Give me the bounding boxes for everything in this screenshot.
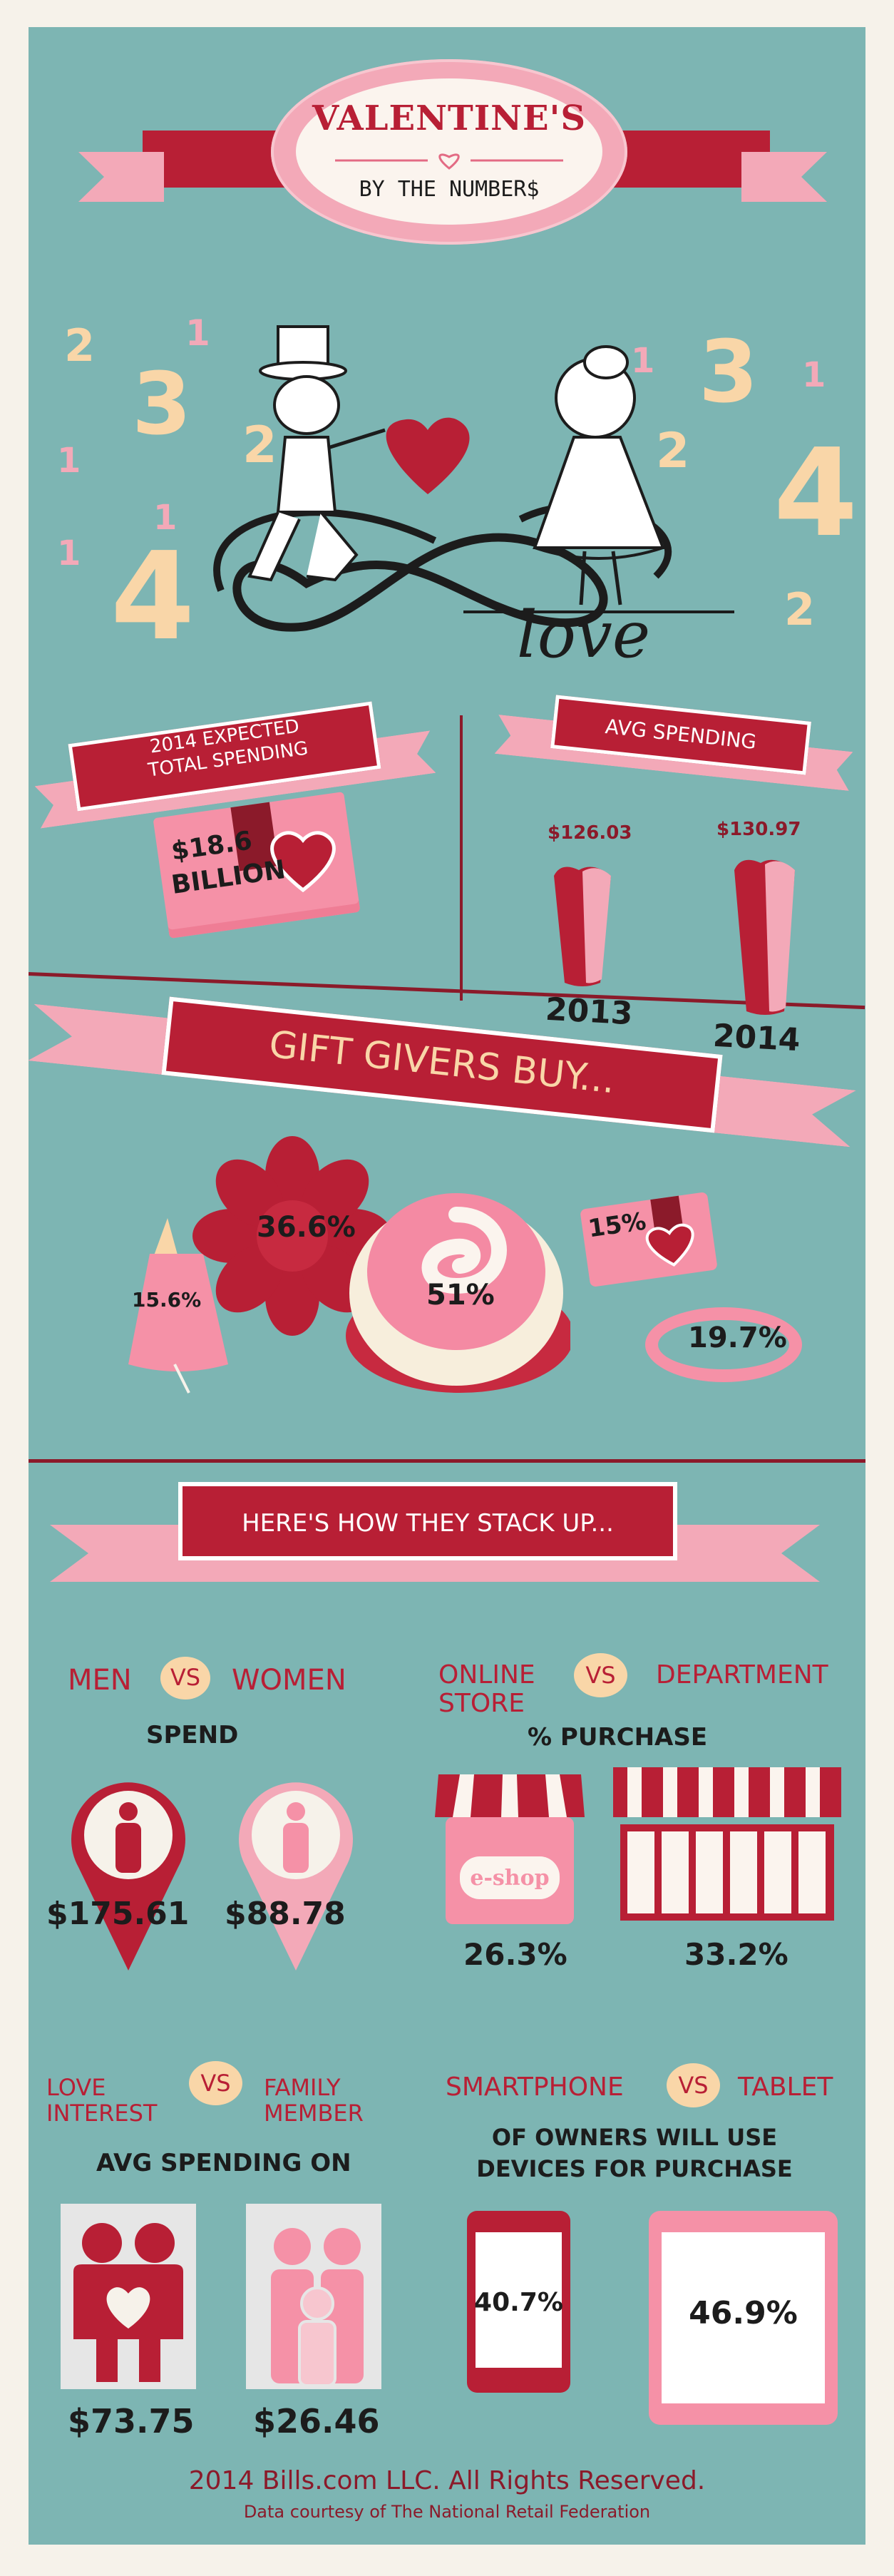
vs-label: VS xyxy=(170,1664,201,1691)
clothing-value: 15.6% xyxy=(132,1288,202,1312)
online-label-line1: ONLINE xyxy=(438,1660,535,1690)
page-title: VALENTINE'S xyxy=(312,98,586,138)
smartphone-value: 40.7% xyxy=(474,2288,563,2317)
avg-year-2013: 2013 xyxy=(544,991,634,1033)
couple-illustration xyxy=(192,305,749,705)
page-subtitle: BY THE NUMBER$ xyxy=(359,177,540,202)
footer-source: Data courtesy of The National Retail Fed… xyxy=(243,2502,651,2522)
decor-number: 1 xyxy=(185,312,210,354)
men-label: MEN xyxy=(68,1664,132,1697)
family-icon xyxy=(246,2204,381,2389)
decor-number: 2 xyxy=(784,583,816,635)
smartphone-icon xyxy=(467,2211,570,2393)
tablet-screen xyxy=(662,2232,825,2403)
department-store-icon xyxy=(613,1767,841,1927)
phone-screen xyxy=(476,2232,562,2368)
footer-copyright: 2014 Bills.com LLC. All Rights Reserved. xyxy=(188,2466,706,2495)
decor-number: 4 xyxy=(111,526,195,668)
men-value: $175.61 xyxy=(46,1896,190,1932)
decor-number: 2 xyxy=(64,320,96,372)
owners-caption-line1: OF OWNERS WILL USE xyxy=(491,2124,778,2151)
smartphone-label: SMARTPHONE xyxy=(446,2072,624,2102)
avg-spending-on-caption: AVG SPENDING ON xyxy=(96,2149,351,2177)
decor-number: 4 xyxy=(774,423,858,564)
title-badge-inner xyxy=(296,78,602,225)
online-value: 26.3% xyxy=(463,1937,567,1972)
family-member-line2: MEMBER xyxy=(264,2100,364,2127)
decor-number: 1 xyxy=(802,355,826,395)
jewelry-value: 19.7% xyxy=(688,1322,787,1354)
decor-number: 1 xyxy=(631,341,655,381)
decor-number: 2 xyxy=(242,416,277,474)
love-interest-line2: INTEREST xyxy=(46,2100,158,2127)
owners-caption-line2: DEVICES FOR PURCHASE xyxy=(476,2155,793,2182)
header-ribbon-tail-left xyxy=(78,152,164,202)
eshop-label: e-shop xyxy=(470,1866,550,1891)
avg-bar-2013 xyxy=(550,862,615,993)
vs-badge xyxy=(574,1653,627,1697)
decor-number: 1 xyxy=(153,498,178,538)
title-flourish xyxy=(328,150,570,171)
eshop-icon xyxy=(431,1767,588,1934)
women-value: $88.78 xyxy=(225,1896,346,1932)
women-pin-icon xyxy=(232,1767,360,1977)
vs-badge xyxy=(667,2063,720,2107)
avg-bar-2014 xyxy=(731,854,798,1021)
avg-amount-2013: $126.03 xyxy=(548,822,632,844)
love-interest-line1: LOVE xyxy=(46,2074,106,2101)
love-word: love xyxy=(517,598,651,673)
vs-label: VS xyxy=(200,2070,231,2097)
avg-amount-2014: $130.97 xyxy=(716,819,801,840)
decor-number: 3 xyxy=(132,355,192,454)
vs-badge xyxy=(160,1657,210,1700)
men-pin-icon xyxy=(64,1767,192,1977)
spend-caption: SPEND xyxy=(146,1721,239,1749)
vs-label: VS xyxy=(678,2072,709,2099)
vertical-divider xyxy=(460,715,463,1001)
clothing-icon xyxy=(125,1215,232,1403)
women-label: WOMEN xyxy=(232,1664,346,1697)
tablet-icon xyxy=(649,2211,838,2425)
stack-ribbon xyxy=(178,1482,677,1560)
decor-number: 2 xyxy=(656,423,690,479)
infographic: VALENTINE'S BY THE NUMBER$ 2 1 3 2 1 1 4… xyxy=(29,27,865,2545)
online-label-line2: STORE xyxy=(438,1689,525,1718)
purchase-caption: % PURCHASE xyxy=(528,1723,708,1752)
vs-label: VS xyxy=(585,1662,616,1689)
department-label: DEPARTMENT xyxy=(656,1660,828,1690)
decor-number: 3 xyxy=(699,323,759,422)
flowers-value: 36.6% xyxy=(257,1211,356,1244)
total-heart-icon xyxy=(264,826,342,900)
tablet-value: 46.9% xyxy=(689,2295,798,2331)
department-value: 33.2% xyxy=(684,1937,788,1972)
tablet-label: TABLET xyxy=(738,2072,833,2102)
couple-icon xyxy=(61,2204,196,2389)
stack-title: HERE'S HOW THEY STACK UP... xyxy=(242,1509,614,1538)
candy-value: 51% xyxy=(426,1279,495,1312)
header-ribbon-tail-right xyxy=(741,152,827,202)
family-member-line1: FAMILY xyxy=(264,2074,341,2101)
decor-number: 1 xyxy=(57,533,81,573)
love-interest-value: $73.75 xyxy=(68,2402,195,2440)
family-member-value: $26.46 xyxy=(253,2402,380,2440)
gift-card-icon xyxy=(577,1186,720,1296)
candy-icon xyxy=(342,1165,574,1403)
decor-number: 1 xyxy=(57,441,81,481)
section-divider xyxy=(29,1459,865,1463)
vs-badge xyxy=(189,2061,242,2105)
avg-year-2014: 2014 xyxy=(711,1017,801,1059)
